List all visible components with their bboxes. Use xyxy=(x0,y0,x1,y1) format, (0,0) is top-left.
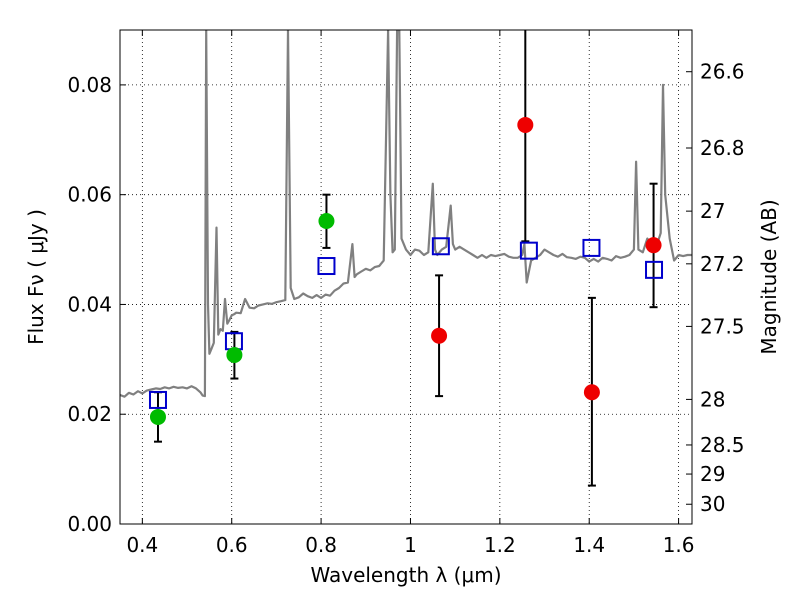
y-tick-label: 0.02 xyxy=(67,402,112,426)
x-tick-label: 1.6 xyxy=(663,533,695,557)
model-square-point xyxy=(519,241,538,260)
model-square-point xyxy=(645,260,664,279)
y-tick-label: 0.00 xyxy=(67,512,112,536)
green-data-point xyxy=(149,408,166,425)
x-tick-label: 1.2 xyxy=(484,533,516,557)
spectrum-line xyxy=(120,30,692,398)
green-data-point xyxy=(318,213,335,230)
green-data-point xyxy=(226,346,243,363)
x-tick-label: 1 xyxy=(404,533,417,557)
right-tick-label: 29 xyxy=(700,462,725,486)
right-tick-label: 26.8 xyxy=(700,136,745,160)
red-data-point xyxy=(583,384,600,401)
axis-ticks: 0.4 0.6 0.8 1 1.2 1.4 1.6 0.00 0.02 0.04 0.06 0.08 2… xyxy=(67,30,745,557)
x-tick-label: 1.4 xyxy=(573,533,605,557)
model-square-point xyxy=(431,237,450,256)
model-square-point xyxy=(148,390,167,409)
right-tick-label: 28 xyxy=(700,387,725,411)
red-data-point xyxy=(645,237,662,254)
plot-area xyxy=(120,30,692,487)
x-tick-label: 0.4 xyxy=(126,533,158,557)
right-tick-label: 26.6 xyxy=(700,60,745,84)
model-square-point xyxy=(582,238,601,257)
model-square-point xyxy=(317,257,336,276)
right-tick-label: 27.5 xyxy=(700,314,745,338)
plot-frame xyxy=(119,29,693,525)
y-axis-label: Flux Fν ( μJy ) xyxy=(24,209,48,345)
x-tick-label: 0.6 xyxy=(216,533,248,557)
y-tick-label: 0.06 xyxy=(67,183,112,207)
right-tick-label: 27 xyxy=(700,199,725,223)
red-data-point xyxy=(431,327,448,344)
red-data-point xyxy=(517,116,534,133)
y-tick-label: 0.08 xyxy=(67,73,112,97)
y-tick-label: 0.04 xyxy=(67,292,112,316)
right-tick-label: 30 xyxy=(700,492,725,516)
right-tick-label: 28.5 xyxy=(700,433,745,457)
right-tick-label: 27.2 xyxy=(700,252,745,276)
x-tick-label: 0.8 xyxy=(305,533,337,557)
x-axis-label: Wavelength λ (μm) xyxy=(310,563,501,587)
right-axis-label: Magnitude (AB) xyxy=(757,199,781,354)
